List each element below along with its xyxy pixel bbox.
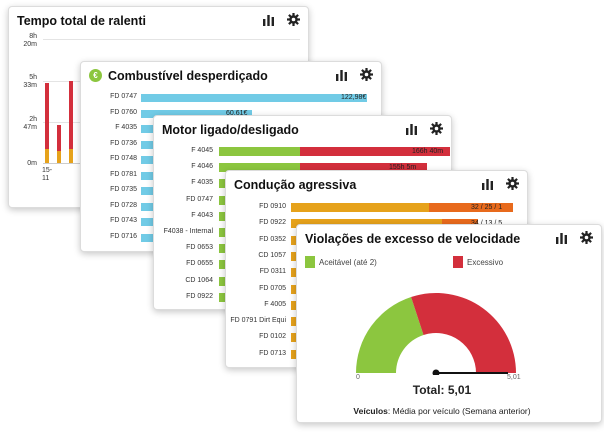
legend-acceptable-swatch[interactable] (305, 256, 315, 268)
engine-on-bar[interactable] (219, 147, 300, 156)
row-label: FD 0748 (110, 155, 137, 162)
bar-value: 32 / 25 / 1 (471, 204, 503, 211)
speeding-violations-card: Violações de excesso de velocidade Aceit… (296, 224, 602, 423)
row-label: F 4043 (191, 211, 213, 219)
row-label: FD 0736 (110, 139, 137, 147)
x-tick: 15- 11 (42, 167, 53, 182)
aggressive-bar[interactable] (291, 219, 442, 229)
y-tick-top: 8h 20m (23, 33, 37, 48)
engine-off-bar[interactable] (300, 147, 450, 156)
bar-value: 166h 40m (412, 148, 444, 155)
bar-value: 122,98€ (341, 94, 367, 101)
y-tick-zero: 0m (27, 160, 37, 167)
row-label: F4038 - Internal (163, 228, 213, 235)
engine-on-bar[interactable] (219, 163, 300, 173)
gear-icon[interactable] (430, 122, 443, 135)
bar-value: 155h 5m (389, 164, 417, 172)
row-label: F 4005 (264, 300, 286, 308)
row-label: FD 0791 Dirt Equi (230, 317, 286, 325)
bar-chart-icon[interactable] (405, 122, 418, 135)
row-label: FD 0747 (110, 93, 137, 100)
legend-excessive-label[interactable]: Excessivo (467, 258, 504, 267)
row-label: F 4046 (191, 163, 213, 171)
card-title: Motor ligado/desligado (162, 123, 299, 137)
card-title: Tempo total de ralenti (17, 14, 146, 28)
gear-icon[interactable] (287, 13, 300, 26)
gear-icon[interactable] (506, 177, 519, 190)
row-label: FD 0735 (110, 186, 137, 193)
row-label: F 4035 (191, 179, 213, 187)
fuel-bar[interactable] (141, 109, 252, 118)
row-label: FD 0743 (110, 217, 137, 224)
y-tick-mid: 5h 33m (23, 74, 37, 89)
row-label: FD 0747 (186, 195, 213, 203)
idle-bar-base (45, 149, 49, 163)
aggressive-bar[interactable] (291, 203, 429, 212)
y-tick-low: 2h 47m (23, 116, 37, 131)
row-label: FD 0352 (259, 235, 286, 243)
row-label: CD 1057 (258, 251, 286, 259)
card-title: Condução agressiva (234, 178, 357, 192)
engine-off-bar[interactable] (300, 163, 427, 173)
idle-bar (57, 125, 61, 151)
card-header: Motor ligado/desligado (154, 116, 451, 144)
card-header: Violações de excesso de velocidade (297, 225, 601, 253)
bar-chart-icon[interactable] (555, 231, 568, 244)
bar-chart-icon[interactable] (262, 13, 275, 26)
gauge-acceptable-segment (356, 296, 424, 373)
row-label: FD 0102 (259, 333, 286, 341)
bar-value: 60,61€ (226, 109, 248, 117)
gear-icon[interactable] (580, 231, 593, 244)
idle-bar-base (69, 149, 73, 163)
euro-icon: € (89, 69, 102, 82)
idle-bar-base (57, 151, 61, 163)
footer-text: : Média por veículo (Semana anterior) (387, 406, 531, 416)
card-header: Tempo total de ralenti (9, 7, 308, 35)
row-label: CD 1064 (185, 276, 213, 284)
bar-chart-icon[interactable] (481, 177, 494, 190)
idle-bar (69, 81, 73, 149)
gauge-max-label: 5,01 (507, 374, 521, 381)
idle-bar (45, 83, 49, 149)
row-label: FD 0653 (186, 244, 213, 252)
speed-gauge (356, 293, 516, 375)
row-label: FD 0716 (110, 232, 137, 240)
legend-acceptable-label[interactable]: Aceitável (até 2) (319, 258, 377, 267)
gridline (43, 39, 300, 40)
row-label: FD 0713 (259, 349, 286, 357)
gauge-hub (432, 369, 440, 375)
row-label: FD 0781 (110, 170, 137, 178)
card-footer: Veículos: Média por veículo (Semana ante… (297, 406, 587, 416)
row-label: FD 0705 (259, 284, 286, 292)
row-label: F 4035 (115, 124, 137, 131)
fuel-bar[interactable] (141, 94, 367, 102)
card-title: Violações de excesso de velocidade (305, 232, 521, 246)
card-title: Combustível desperdiçado (108, 69, 268, 83)
gear-icon[interactable] (360, 68, 373, 81)
footer-bold: Veículos (353, 406, 388, 416)
row-label: FD 0655 (186, 260, 213, 268)
gauge-min-label: 0 (356, 374, 360, 381)
harsh-bar[interactable] (442, 219, 478, 229)
gauge-excessive-segment (411, 293, 516, 373)
row-label: FD 0922 (186, 292, 213, 300)
row-label: FD 0728 (110, 201, 137, 209)
gauge-total: Total: 5,01 (412, 383, 472, 397)
legend-excessive-swatch[interactable] (453, 256, 463, 268)
row-label: FD 0922 (259, 219, 286, 227)
row-label: FD 0760 (110, 108, 137, 116)
row-label: FD 0311 (259, 268, 286, 276)
card-header: € Combustível desperdiçado (81, 62, 381, 90)
row-label: FD 0910 (259, 203, 286, 210)
bar-chart-icon[interactable] (335, 68, 348, 81)
harsh-bar[interactable] (429, 203, 513, 212)
card-header: Condução agressiva (226, 171, 527, 199)
bar-value: 34 / 13 / 5 (471, 220, 502, 227)
row-label: F 4045 (191, 147, 213, 154)
